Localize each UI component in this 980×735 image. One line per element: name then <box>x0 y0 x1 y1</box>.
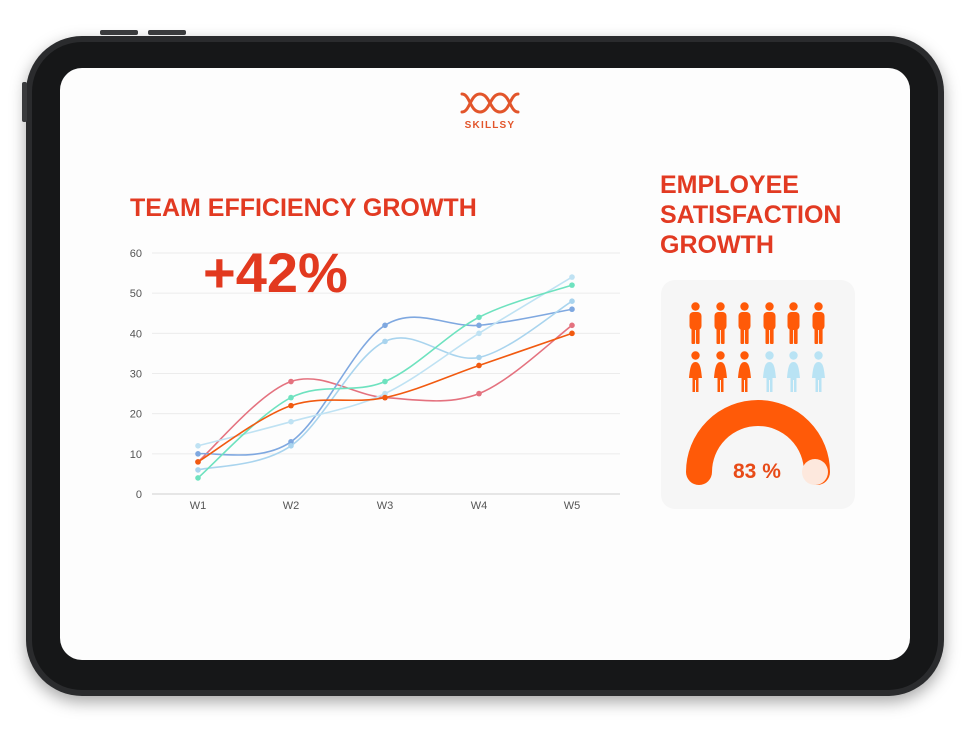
y-tick-label: 30 <box>130 369 142 381</box>
data-point <box>195 467 201 473</box>
data-point <box>288 394 294 401</box>
data-point <box>382 394 388 401</box>
data-point <box>195 459 201 465</box>
y-tick-label: 50 <box>130 288 142 300</box>
satisfaction-title-line: SATISFACTION <box>660 201 842 229</box>
data-point <box>569 274 575 280</box>
data-point <box>195 443 201 449</box>
data-point <box>195 475 201 481</box>
brand-logo: SKILLSY <box>458 92 522 131</box>
data-point <box>288 443 294 449</box>
data-point <box>476 322 482 329</box>
volume-button <box>100 30 138 35</box>
person-icon <box>712 302 729 346</box>
y-tick-label: 60 <box>130 248 142 260</box>
data-point <box>476 354 482 361</box>
efficiency-line-chart: 0 10 20 30 40 50 60 W1 W2 W3 W4 W5 <box>130 248 620 512</box>
data-point <box>288 402 294 409</box>
x-tick-label: W5 <box>564 500 581 512</box>
person-icon <box>687 302 704 346</box>
satisfaction-card: 83 % <box>661 280 855 509</box>
y-tick-label: 0 <box>136 489 142 501</box>
gauge-arc <box>686 400 830 485</box>
x-tick-label: W3 <box>377 500 394 512</box>
volume-button <box>148 30 186 35</box>
x-tick-label: W1 <box>190 500 207 512</box>
gauge-remainder <box>802 459 828 485</box>
person-icon <box>810 302 827 346</box>
data-point <box>382 322 388 329</box>
satisfaction-title: EMPLOYEE SATISFACTION GROWTH <box>660 170 841 260</box>
screen: SKILLSY TEAM EFFICIENCY GROWTH 0 10 20 30 40… <box>60 68 910 660</box>
data-point <box>195 451 201 457</box>
satisfaction-title-line: EMPLOYEE <box>660 171 799 199</box>
person-icon <box>810 351 827 395</box>
brand-name: SKILLSY <box>464 120 516 131</box>
person-icon <box>736 302 753 346</box>
data-point <box>569 306 575 313</box>
efficiency-highlight: +42% <box>203 241 348 304</box>
person-icon <box>785 351 802 395</box>
person-icon <box>761 302 778 346</box>
data-point <box>569 322 575 329</box>
data-point <box>382 390 388 397</box>
satisfaction-title-line: GROWTH <box>660 231 774 259</box>
person-icon <box>761 351 778 395</box>
data-point <box>476 362 482 369</box>
y-tick-label: 40 <box>130 328 142 340</box>
efficiency-title: TEAM EFFICIENCY GROWTH <box>130 194 477 222</box>
data-point <box>476 314 482 321</box>
x-tick-label: W4 <box>471 500 488 512</box>
person-icon <box>736 351 753 395</box>
dna-logo-icon <box>460 92 520 114</box>
data-point <box>569 298 575 304</box>
data-point <box>382 378 388 385</box>
person-icon <box>687 351 704 395</box>
satisfaction-percent: 83 % <box>733 460 781 483</box>
side-button <box>22 82 27 122</box>
data-point <box>288 438 294 445</box>
data-point <box>569 330 575 337</box>
x-tick-label: W2 <box>283 500 300 512</box>
y-tick-label: 20 <box>130 409 142 421</box>
data-point <box>382 338 388 345</box>
data-point <box>288 378 294 385</box>
person-icon <box>785 302 802 346</box>
data-point <box>476 330 482 337</box>
data-point <box>476 390 482 397</box>
data-point <box>569 282 575 288</box>
y-tick-label: 10 <box>130 449 142 461</box>
person-icon <box>712 351 729 395</box>
satisfaction-gauge <box>686 400 830 485</box>
series-line <box>197 308 573 456</box>
data-point <box>288 418 294 425</box>
